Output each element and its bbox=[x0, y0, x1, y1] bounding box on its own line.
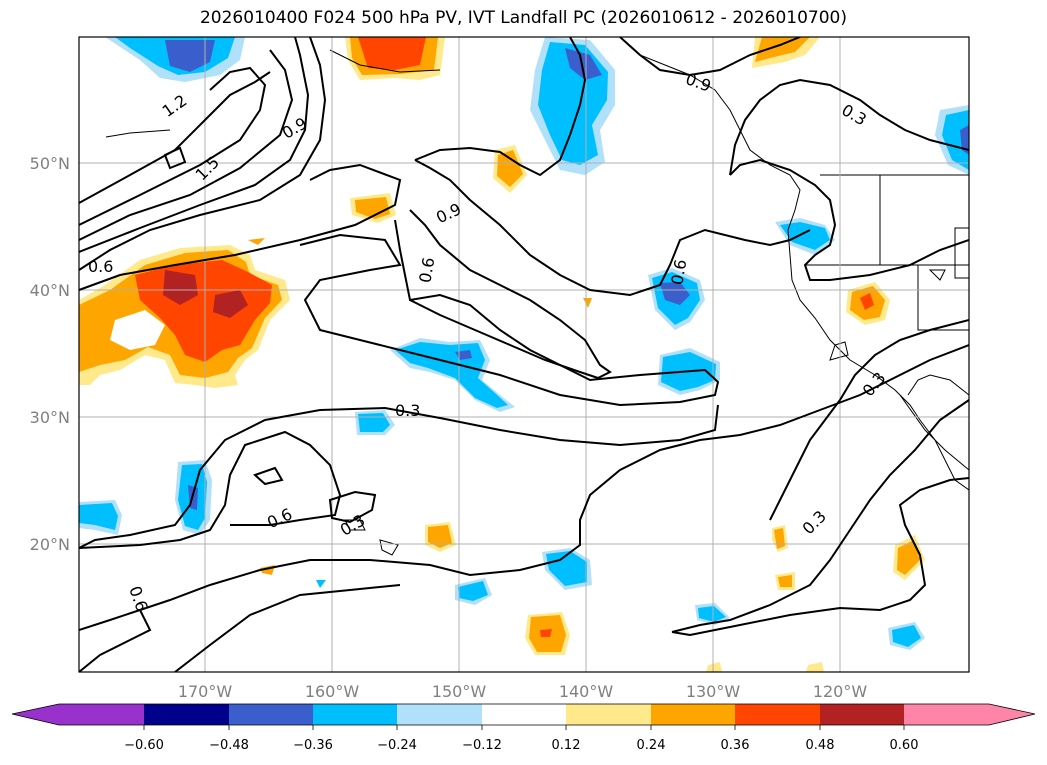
colorbar-segment bbox=[651, 704, 735, 725]
map-panel: 1.2 1.5 0.9 0.9 0.6 0.6 0.9 0.6 0.6 0.3 … bbox=[79, 37, 969, 672]
latitude-labels: 50°N 40°N 30°N 20°N bbox=[30, 154, 70, 554]
colorbar-segment bbox=[904, 704, 989, 725]
colorbar-tick-label: 0.60 bbox=[890, 738, 919, 753]
colorbar-segment bbox=[144, 704, 229, 725]
colorbar-extend-min bbox=[12, 704, 59, 725]
lat-label: 50°N bbox=[30, 154, 70, 173]
pv-contours bbox=[79, 37, 969, 672]
colorbar-extend-max bbox=[989, 704, 1035, 725]
colorbar-tick-label: −0.36 bbox=[293, 738, 333, 753]
map-frame bbox=[78, 36, 970, 673]
colorbar-segment bbox=[566, 704, 651, 725]
lon-label: 150°W bbox=[432, 682, 487, 701]
colorbar-tick-label: 0.48 bbox=[806, 738, 835, 753]
contour-label: 0.6 bbox=[667, 258, 690, 286]
colorbar-segment bbox=[59, 704, 144, 725]
contour-label: 0.6 bbox=[88, 257, 113, 276]
gridlines bbox=[79, 37, 969, 672]
lat-label: 20°N bbox=[30, 535, 70, 554]
colorbar-segment bbox=[397, 704, 482, 725]
colorbar: −0.60 −0.48 −0.36 −0.24 −0.12 0.12 0.24 … bbox=[11, 703, 1036, 753]
contour-label: 0.6 bbox=[415, 256, 438, 284]
colorbar-segment bbox=[313, 704, 397, 725]
figure-title: 2026010400 F024 500 hPa PV, IVT Landfall… bbox=[199, 8, 847, 28]
lon-label: 140°W bbox=[559, 682, 614, 701]
lon-label: 130°W bbox=[686, 682, 741, 701]
colorbar-segment bbox=[482, 704, 566, 725]
lat-label: 40°N bbox=[30, 281, 70, 300]
colorbar-segment bbox=[229, 704, 313, 725]
colorbar-tick-label: −0.12 bbox=[462, 738, 502, 753]
lon-label: 160°W bbox=[305, 682, 360, 701]
colorbar-tick-label: 0.12 bbox=[552, 738, 581, 753]
lon-label: 120°W bbox=[813, 682, 868, 701]
longitude-labels: 170°W 160°W 150°W 140°W 130°W 120°W bbox=[178, 682, 868, 701]
colorbar-segment bbox=[735, 704, 820, 725]
lon-label: 170°W bbox=[178, 682, 233, 701]
colorbar-tick-label: −0.48 bbox=[209, 738, 249, 753]
colorbar-tick-label: 0.36 bbox=[721, 738, 750, 753]
shaded-anomalies bbox=[79, 37, 969, 672]
coastlines bbox=[105, 37, 969, 556]
lat-label: 30°N bbox=[30, 408, 70, 427]
contour-label: 0.3 bbox=[395, 401, 420, 420]
colorbar-tick-label: 0.24 bbox=[637, 738, 666, 753]
colorbar-tick-label: −0.24 bbox=[377, 738, 417, 753]
colorbar-segment bbox=[820, 704, 904, 725]
colorbar-tick-label: −0.60 bbox=[124, 738, 164, 753]
